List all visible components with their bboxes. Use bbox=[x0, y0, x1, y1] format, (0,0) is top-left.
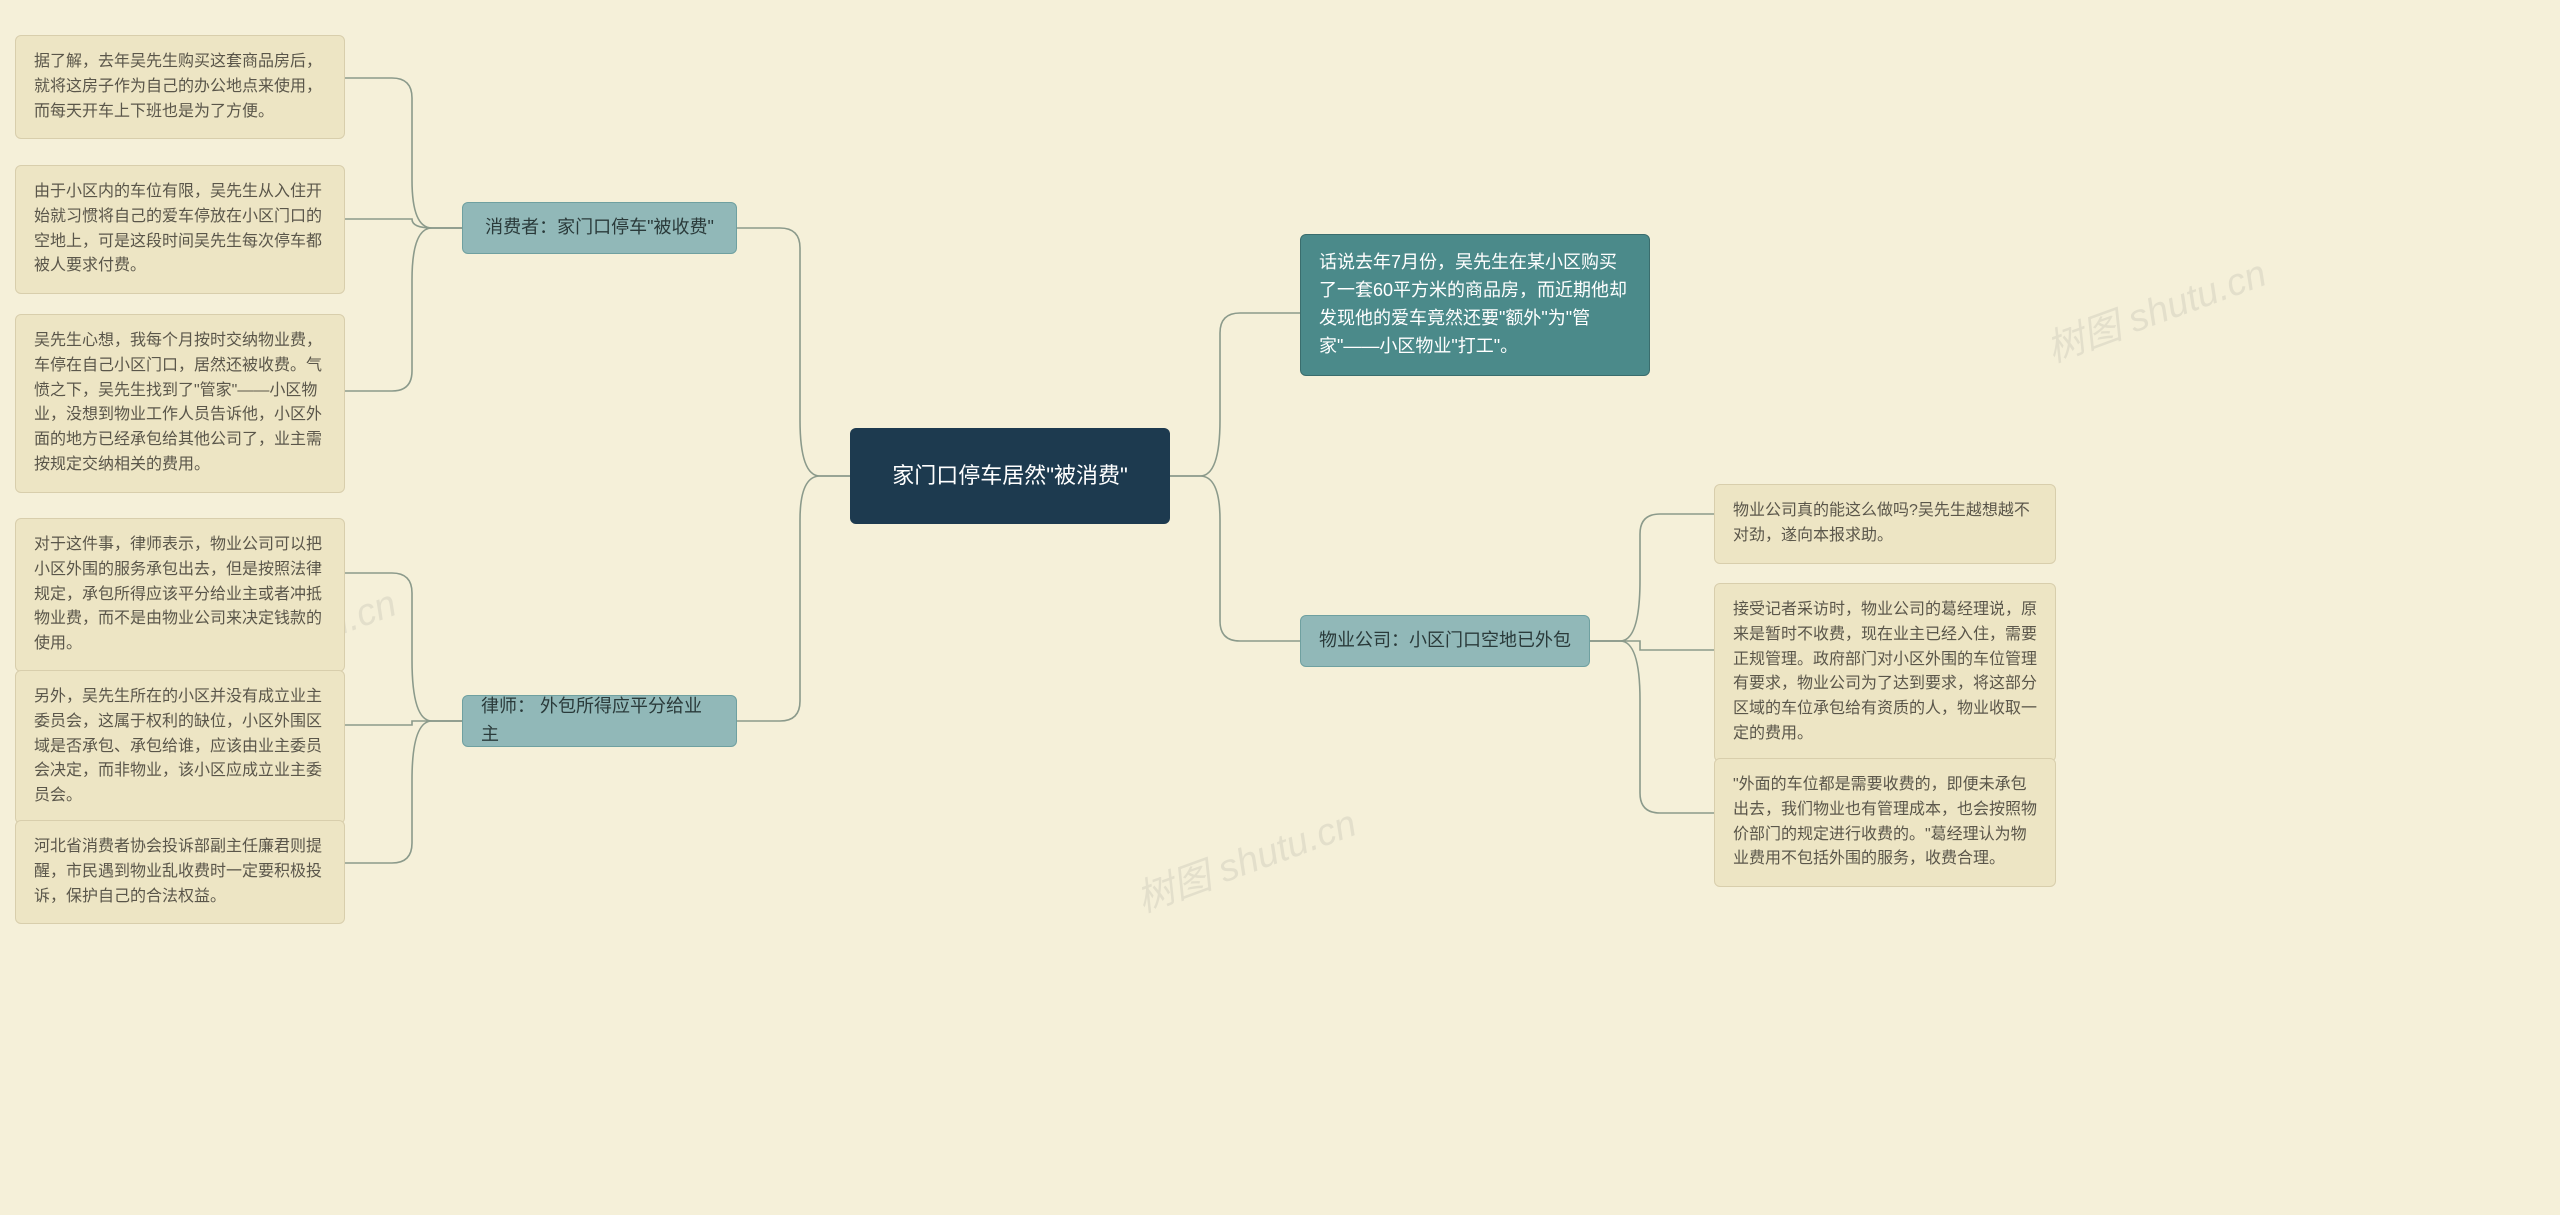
leaf-lawyer-1[interactable]: 对于这件事，律师表示，物业公司可以把小区外围的服务承包出去，但是按照法律规定，承… bbox=[15, 518, 345, 672]
branch-consumer[interactable]: 消费者：家门口停车"被收费" bbox=[462, 202, 737, 254]
root-text: 家门口停车居然"被消费" bbox=[892, 461, 1128, 492]
mindmap-root[interactable]: 家门口停车居然"被消费" bbox=[850, 428, 1170, 524]
leaf-consumer-2[interactable]: 由于小区内的车位有限，吴先生从入住开始就习惯将自己的爱车停放在小区门口的空地上，… bbox=[15, 165, 345, 294]
leaf-consumer-3[interactable]: 吴先生心想，我每个月按时交纳物业费，车停在自己小区门口，居然还被收费。气愤之下，… bbox=[15, 314, 345, 493]
watermark-3: 树图 shutu.cn bbox=[2038, 242, 2273, 372]
leaf-lawyer-3[interactable]: 河北省消费者协会投诉部副主任廉君则提醒，市民遇到物业乱收费时一定要积极投诉，保护… bbox=[15, 820, 345, 924]
branch-property-label: 物业公司：小区门口空地已外包 bbox=[1319, 627, 1571, 655]
branch-story-text: 话说去年7月份，吴先生在某小区购买了一套60平方米的商品房，而近期他却发现他的爱… bbox=[1319, 249, 1631, 361]
connector-layer bbox=[0, 0, 2560, 1215]
branch-lawyer-label: 律师： 外包所得应平分给业主 bbox=[481, 693, 718, 749]
leaf-property-1[interactable]: 物业公司真的能这么做吗?吴先生越想越不对劲，遂向本报求助。 bbox=[1714, 484, 2056, 564]
leaf-consumer-1[interactable]: 据了解，去年吴先生购买这套商品房后，就将这房子作为自己的办公地点来使用，而每天开… bbox=[15, 35, 345, 139]
branch-consumer-label: 消费者：家门口停车"被收费" bbox=[485, 214, 714, 242]
watermark-2: 树图 shutu.cn bbox=[1128, 792, 1363, 922]
branch-lawyer[interactable]: 律师： 外包所得应平分给业主 bbox=[462, 695, 737, 747]
branch-story[interactable]: 话说去年7月份，吴先生在某小区购买了一套60平方米的商品房，而近期他却发现他的爱… bbox=[1300, 234, 1650, 376]
branch-property[interactable]: 物业公司：小区门口空地已外包 bbox=[1300, 615, 1590, 667]
leaf-property-3[interactable]: "外面的车位都是需要收费的，即便未承包出去，我们物业也有管理成本，也会按照物价部… bbox=[1714, 758, 2056, 887]
leaf-lawyer-2[interactable]: 另外，吴先生所在的小区并没有成立业主委员会，这属于权利的缺位，小区外围区域是否承… bbox=[15, 670, 345, 824]
leaf-property-2[interactable]: 接受记者采访时，物业公司的葛经理说，原来是暂时不收费，现在业主已经入住，需要正规… bbox=[1714, 583, 2056, 762]
